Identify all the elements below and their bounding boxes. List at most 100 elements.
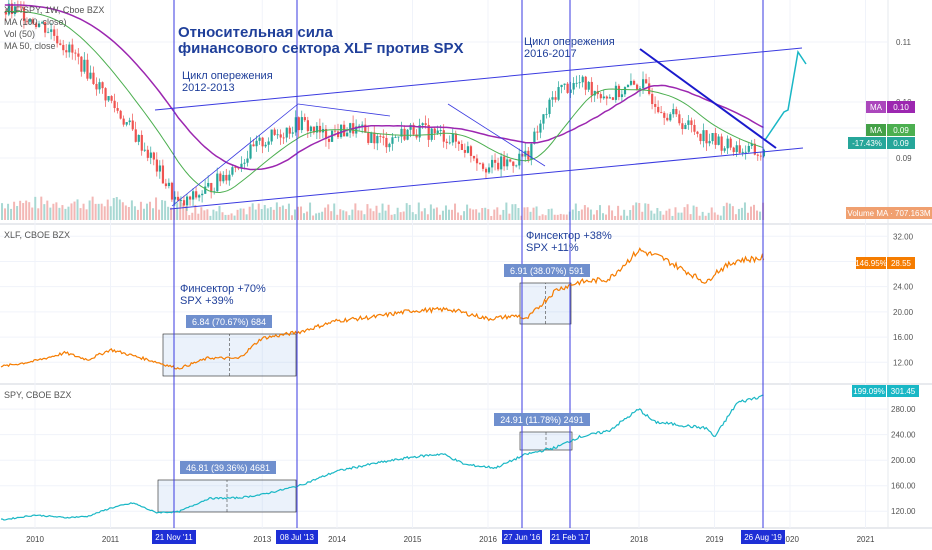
candle-body [729,138,732,148]
candle-body [705,130,708,144]
headline-line-2: финансового сектора XLF против SPX [178,40,464,57]
candle-body [288,127,291,134]
candle-body [140,134,143,151]
candle-body [240,163,243,169]
candle-body [714,133,717,145]
volume-bar [499,214,502,220]
channel-upper-line [154,47,803,111]
fin2-label-line-1: Финсектор +38% [526,230,612,242]
ma50-line [4,11,764,194]
volume-bar [692,205,695,220]
candle-body [735,145,738,153]
volume-bar [496,207,499,220]
xlf-price-value: 28.55 [891,259,912,268]
candle-body [173,196,177,200]
volume-bar [381,203,384,220]
volume-bar [275,202,278,220]
candle-body [762,149,766,157]
candle-body [756,154,759,156]
xlf-y-tick-label: 16.00 [893,333,914,342]
volume-bar [312,215,315,220]
candle-body [261,137,264,147]
date-badge [741,530,785,544]
volume-bar [327,204,330,220]
candle-body [660,112,663,113]
candle-body [572,83,575,90]
candle-body [509,159,512,162]
volume-bar [737,208,740,220]
xlf-legend: XLF, CBOE BZX [4,230,70,240]
volume-bar [112,197,115,220]
candle-body [554,97,557,100]
candle-body [89,72,92,79]
volume-bar [650,210,653,220]
volume-bar [547,209,550,220]
candle-body [333,130,337,132]
volume-bar [653,213,656,220]
volume-bar [623,209,626,220]
candle-body [400,128,403,137]
volume-bar [550,208,553,220]
candle-body [113,100,116,109]
candle-body [158,165,162,172]
candle-body [608,97,611,99]
candle-body [457,141,460,144]
volume-bar [756,210,759,220]
volume-bar [242,208,245,220]
volume-bar [260,209,263,220]
volume-bar [508,213,511,220]
candle-body [25,20,29,22]
price-change-text: -17.43% [852,139,882,148]
volume-bar [130,200,133,220]
volume-bar [115,197,118,220]
volume-bar [103,206,106,220]
volume-bar [626,215,629,220]
xlf-price-badge [887,257,915,269]
volume-bar [303,213,306,220]
xlf-2012-measure-badge [186,315,272,328]
candle-body [182,200,186,206]
candle-body [164,183,168,187]
candle-body [47,31,50,33]
volume-bar [155,197,158,220]
volume-bar [478,212,481,220]
candle-body [750,143,753,146]
volume-bar [206,209,209,220]
volume-bar [212,209,215,220]
volume-bar [263,204,266,220]
spy-price-badge [887,385,919,397]
volume-bar [611,210,614,220]
candle-body [500,156,503,170]
candle-body [560,84,563,88]
candle-body [681,123,684,130]
candle-body [578,82,581,84]
candle-body [137,134,140,142]
volume-bar [520,215,523,220]
volume-bar [19,200,22,220]
volume-bar [505,202,508,220]
volume-bar [200,207,203,220]
date-badge [152,530,196,544]
candle-body [255,140,258,147]
candle-body [497,162,500,170]
volume-bar [638,202,641,220]
volume-bar [269,207,272,220]
fin2-label-line-2: SPX +11% [526,242,579,254]
candle-body [723,148,726,151]
volume-bar [746,212,749,220]
spy-y-tick-label: 240.00 [891,431,916,440]
volume-bar [438,214,441,220]
date-badge [550,530,590,544]
candle-body [436,130,439,134]
projection-line [764,50,807,141]
candle-body [388,143,391,148]
candle-body [626,84,630,88]
volume-bar [330,211,333,220]
volume-bar [158,209,161,220]
candle-body [309,126,313,132]
candle-body [355,126,358,134]
price-badge [887,137,915,149]
volume-bar [34,196,37,220]
